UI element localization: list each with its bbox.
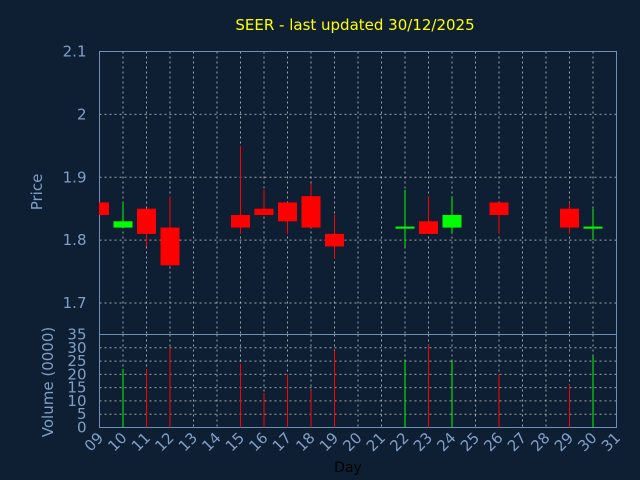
day-tick-label: 11 bbox=[128, 429, 154, 455]
candle-body bbox=[254, 208, 274, 216]
price-tick-labels: 1.7 1.8 1.9 2 2.1 bbox=[63, 43, 87, 313]
volume-tick-label: 5 bbox=[77, 405, 87, 423]
candle-body bbox=[301, 196, 321, 228]
price-tick-label: 1.7 bbox=[63, 294, 87, 312]
candle-body bbox=[278, 202, 297, 222]
volume-axis-label: Volume (0000) bbox=[39, 327, 57, 437]
day-tick-label: 31 bbox=[598, 429, 624, 455]
day-tick-label: 29 bbox=[551, 429, 577, 455]
day-tick-label: 20 bbox=[339, 429, 365, 455]
volume-tick-label: 0 bbox=[77, 419, 87, 437]
candle-body bbox=[442, 215, 462, 228]
x-axis-label: Day bbox=[334, 460, 362, 476]
price-grid bbox=[99, 51, 617, 335]
price-tick-label: 1.8 bbox=[63, 231, 87, 249]
day-tick-label: 22 bbox=[386, 429, 412, 455]
chart-title: SEER - last updated 30/12/2025 bbox=[235, 16, 474, 34]
volume-tick-label: 20 bbox=[67, 365, 86, 383]
volume-tick-label: 35 bbox=[67, 326, 86, 344]
candle-body bbox=[160, 227, 180, 266]
price-tick-label: 2.1 bbox=[63, 43, 87, 61]
candle-body bbox=[489, 202, 509, 216]
day-tick-label: 17 bbox=[269, 429, 295, 455]
day-tick-label: 14 bbox=[198, 429, 224, 455]
volume-tick-label: 15 bbox=[67, 379, 86, 397]
candle-body bbox=[325, 233, 344, 247]
day-tick-label: 15 bbox=[222, 429, 248, 455]
volume-tick-label: 10 bbox=[67, 392, 86, 410]
volume-panel-frame bbox=[99, 334, 617, 428]
day-tick-label: 26 bbox=[480, 429, 506, 455]
day-tick-label: 27 bbox=[504, 429, 530, 455]
price-axis-label: Price bbox=[28, 174, 46, 211]
volume-bars bbox=[122, 345, 594, 428]
day-tick-label: 28 bbox=[527, 429, 553, 455]
day-tick-label: 23 bbox=[410, 429, 436, 455]
price-tick-label: 2 bbox=[77, 105, 87, 123]
volume-tick-label: 30 bbox=[67, 339, 86, 357]
day-tick-labels: 0910111213141516171819202122232425262728… bbox=[81, 429, 624, 455]
candle-body bbox=[113, 221, 133, 228]
day-tick-label: 18 bbox=[292, 429, 318, 455]
day-tick-label: 19 bbox=[316, 429, 342, 455]
volume-grid bbox=[99, 334, 617, 428]
day-tick-label: 16 bbox=[245, 429, 271, 455]
candle-body bbox=[560, 208, 579, 228]
candle-body bbox=[137, 208, 156, 234]
candle-body bbox=[419, 221, 438, 234]
volume-tick-label: 25 bbox=[67, 352, 86, 370]
day-tick-label: 13 bbox=[175, 429, 201, 455]
day-tick-label: 10 bbox=[104, 429, 130, 455]
candles bbox=[99, 145, 603, 266]
candle-body bbox=[231, 215, 250, 228]
day-tick-label: 12 bbox=[151, 429, 177, 455]
day-tick-label: 25 bbox=[457, 429, 483, 455]
day-tick-label: 21 bbox=[363, 429, 389, 455]
candle-body bbox=[99, 202, 109, 216]
price-tick-label: 1.9 bbox=[63, 168, 87, 186]
day-tick-label: 30 bbox=[574, 429, 600, 455]
day-tick-label: 24 bbox=[433, 429, 459, 455]
